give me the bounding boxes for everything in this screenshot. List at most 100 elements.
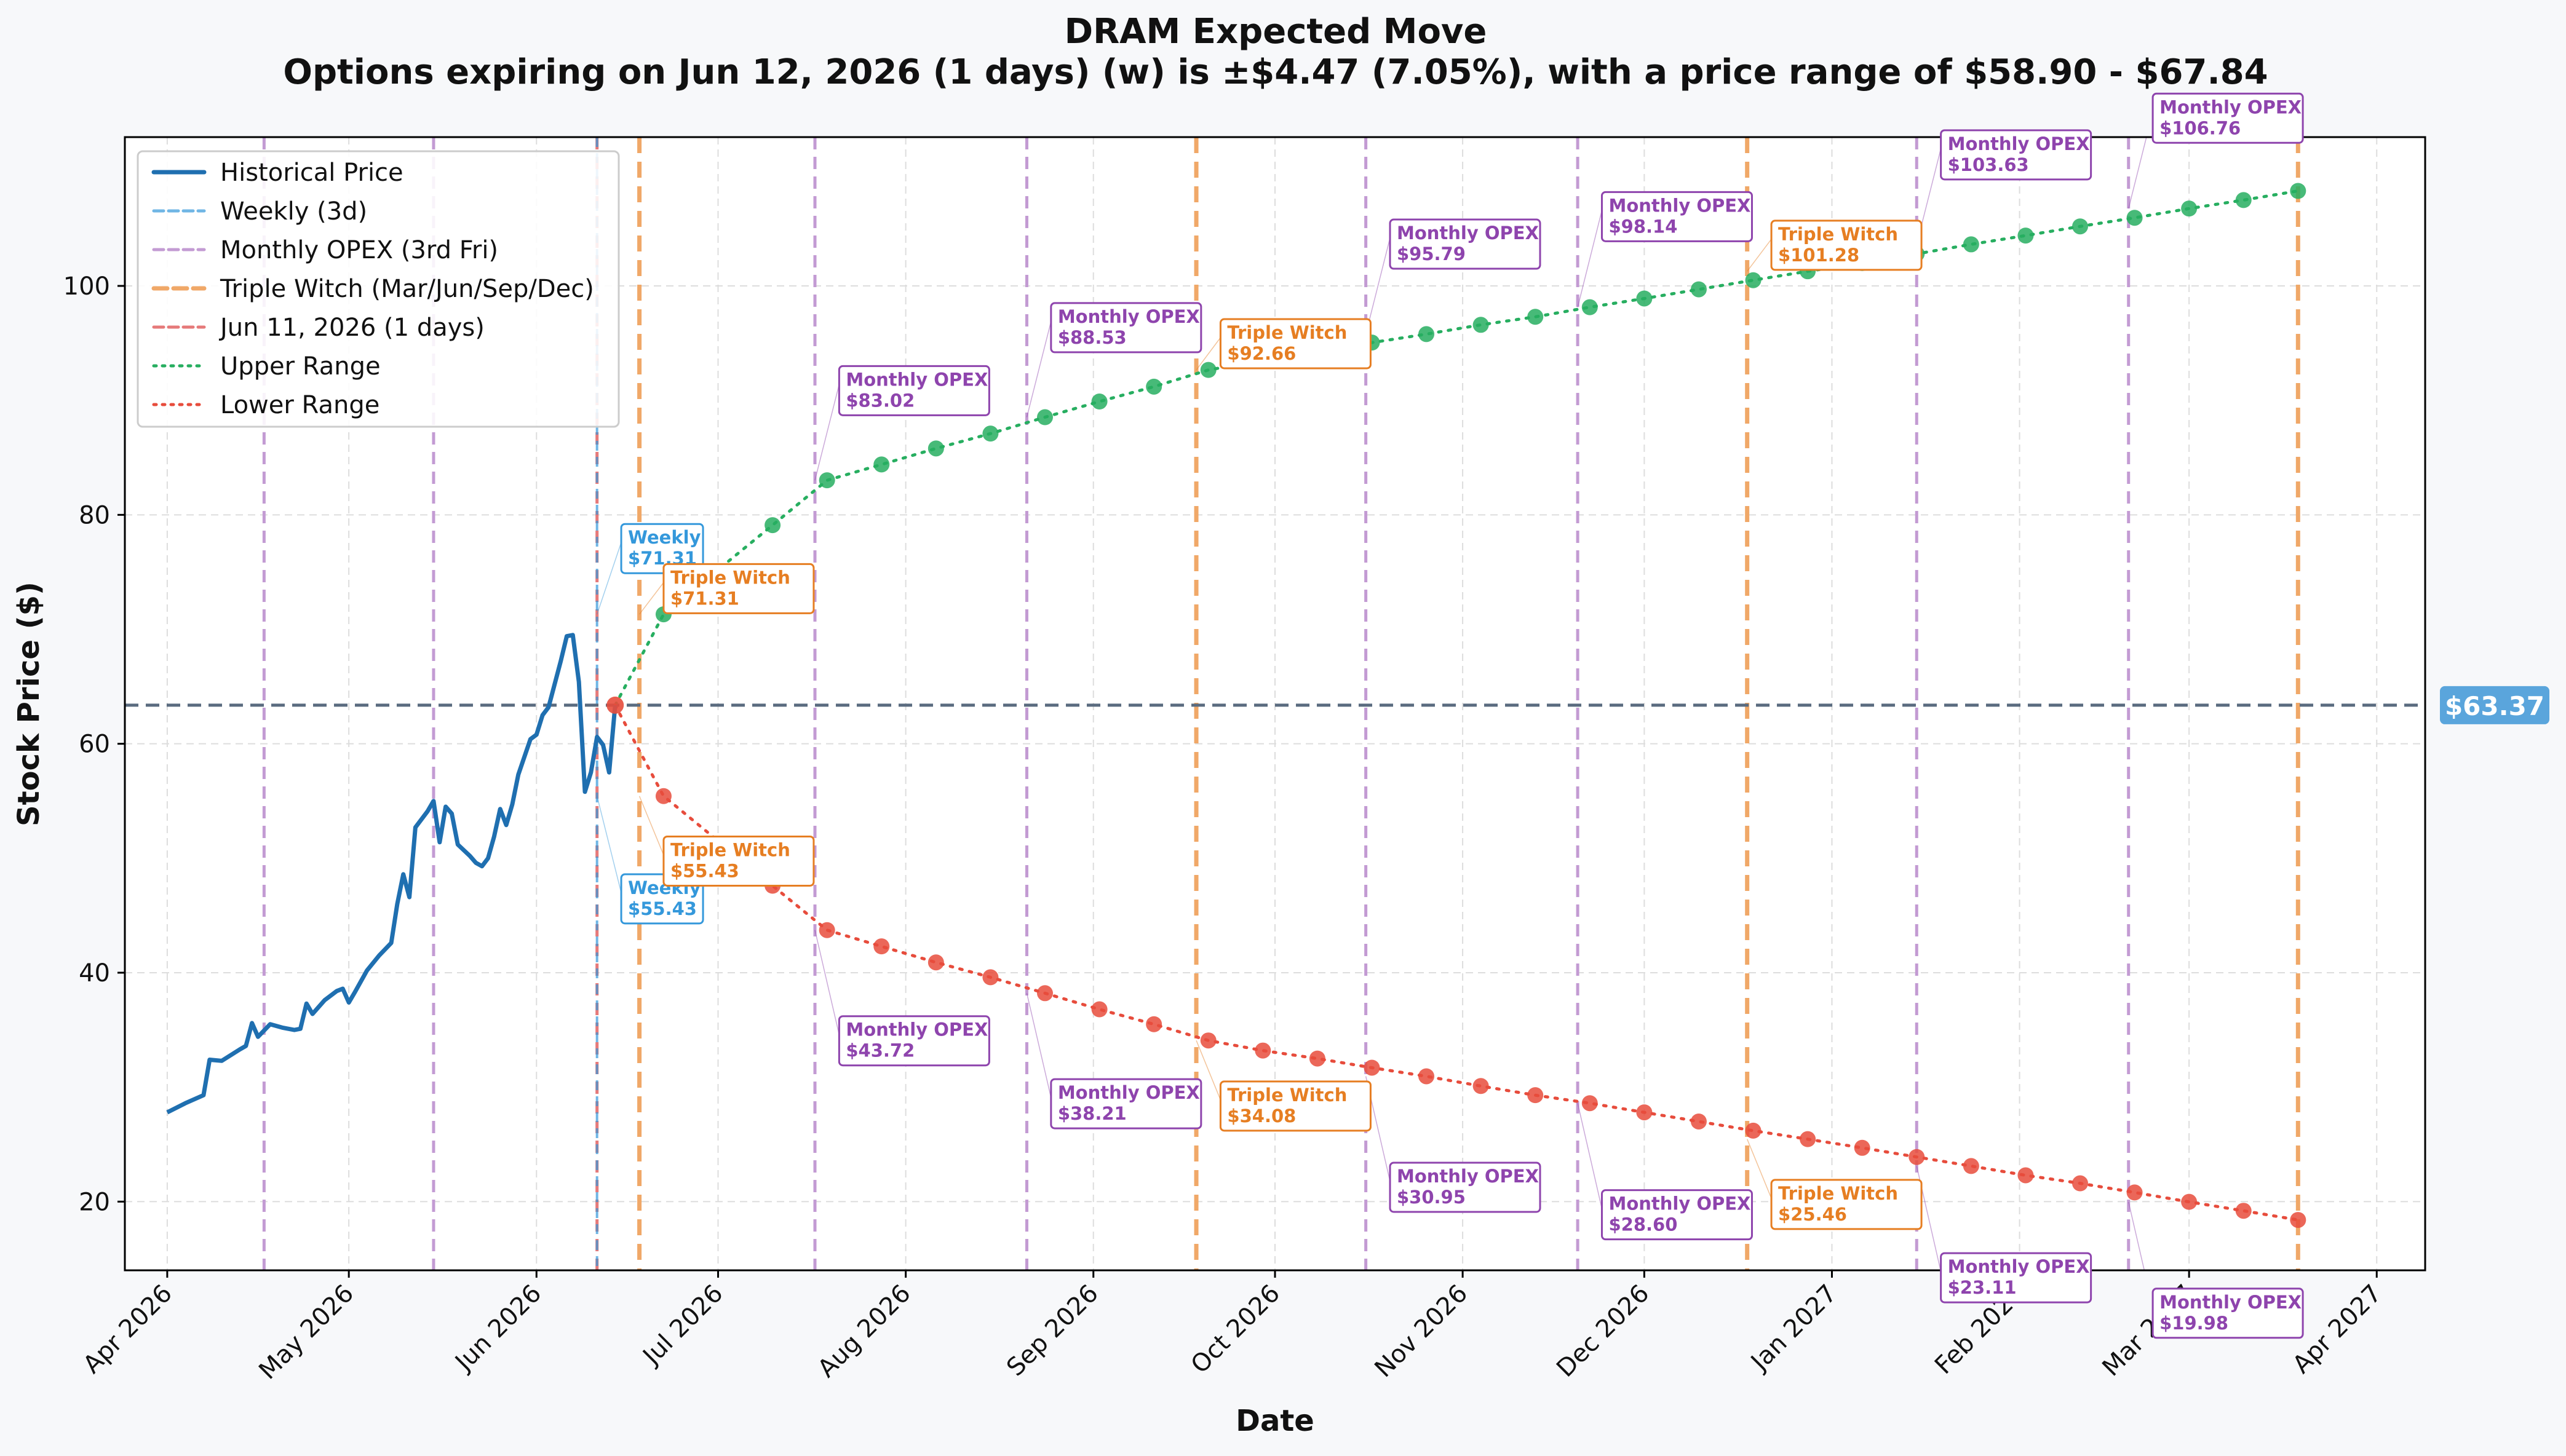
annotation-box-monthly: Monthly OPEX$19.98 <box>2151 1288 2304 1339</box>
lower-range-point <box>1472 1078 1489 1094</box>
annotation-box-monthly: Monthly OPEX$43.72 <box>838 1015 990 1067</box>
annotation-title: Triple Witch <box>670 839 790 860</box>
lower-range-point <box>873 938 890 955</box>
annotation-connector <box>1577 210 1603 307</box>
annotation-title: Monthly OPEX <box>846 369 988 390</box>
annotation-connector <box>814 384 840 481</box>
y-tick-label: 60 <box>79 730 110 759</box>
annotation-frame <box>1940 129 2092 181</box>
annotation-connector <box>596 796 622 893</box>
historical-price-line <box>166 633 618 1115</box>
annotation-title: Monthly OPEX <box>1058 1082 1200 1103</box>
lower-range-point <box>1909 1149 1925 1165</box>
lower-range-point <box>1037 985 1053 1002</box>
upper-range-point <box>2017 228 2034 244</box>
annotation-value: $28.60 <box>1608 1214 1677 1235</box>
annotation-frame <box>662 835 815 887</box>
annotation-value: $101.28 <box>1778 245 1859 266</box>
annotation-box-triple: Triple Witch$25.46 <box>1770 1179 1923 1230</box>
legend-label-triple: Triple Witch (Mar/Jun/Sep/Dec) <box>220 275 594 303</box>
annotation-frame <box>1940 1252 2092 1304</box>
annotation-value: $19.98 <box>2159 1313 2228 1334</box>
lower-range-point <box>2181 1193 2198 1210</box>
lower-range-point <box>819 922 835 938</box>
upper-range-point <box>2290 183 2306 199</box>
lower-range-point <box>1800 1131 1816 1147</box>
annotation-connector <box>1196 1040 1221 1101</box>
upper-range-point <box>1037 409 1053 425</box>
annotation-connector <box>638 796 664 855</box>
annotation-connector <box>1026 321 1052 417</box>
annotation-connector <box>638 582 664 615</box>
annotation-title: Monthly OPEX <box>2159 1292 2302 1313</box>
annotation-connector <box>814 930 840 1035</box>
annotation-value: $23.11 <box>1948 1277 2017 1298</box>
current-price-point <box>606 696 624 714</box>
lower-range-point <box>2290 1212 2306 1228</box>
lower-range-point <box>1636 1104 1653 1121</box>
annotation-value: $30.95 <box>1397 1187 1466 1208</box>
lower-range-point <box>1255 1042 1271 1059</box>
y-axis-label: Stock Price ($) <box>12 582 46 826</box>
upper-range-point <box>982 425 999 442</box>
lower-range-point <box>2017 1167 2034 1184</box>
annotation-value: $71.31 <box>670 588 739 609</box>
annotation-frame <box>838 365 990 416</box>
lower-range-point <box>2126 1184 2143 1201</box>
annotation-connector <box>1365 237 1391 334</box>
annotation-box-triple: Triple Witch$55.43 <box>662 835 815 887</box>
annotation-value: $55.43 <box>670 860 739 881</box>
annotation-box-monthly: Monthly OPEX$88.53 <box>1050 302 1202 354</box>
upper-range-point <box>1963 236 1979 253</box>
upper-range-point <box>1418 326 1435 342</box>
annotation-connector <box>596 542 622 615</box>
annotation-frame <box>620 523 704 574</box>
annotation-box-monthly: Monthly OPEX$95.79 <box>1389 218 1541 270</box>
annotation-value: $43.72 <box>846 1040 915 1061</box>
lower-range-point <box>1309 1050 1325 1067</box>
upper-range-point <box>1200 362 1217 378</box>
y-tick-label: 100 <box>63 272 110 301</box>
lower-range-point <box>1364 1059 1380 1076</box>
annotation-value: $55.43 <box>628 898 697 919</box>
upper-range-point <box>1745 272 1762 288</box>
annotation-title: Monthly OPEX <box>1058 306 1200 327</box>
upper-range-point <box>873 456 890 473</box>
lower-range-point <box>655 788 672 804</box>
upper-range-point <box>1091 394 1108 410</box>
annotation-connector <box>1746 1139 1772 1199</box>
legend-label-weekly: Weekly (3d) <box>220 197 367 226</box>
upper-range-point <box>927 440 944 457</box>
annotation-title: Triple Witch <box>1227 1085 1347 1106</box>
upper-range-point <box>2235 192 2252 208</box>
lower-range-point <box>1745 1122 1762 1139</box>
upper-range-point <box>2126 210 2143 226</box>
upper-range-point <box>1527 309 1544 325</box>
annotation-frame <box>1770 220 1923 271</box>
lower-range-point <box>1963 1158 1979 1174</box>
annotation-frame <box>1050 302 1202 354</box>
legend-label-lower: Lower Range <box>220 391 379 419</box>
annotation-value: $25.46 <box>1778 1204 1847 1225</box>
annotation-value: $98.14 <box>1608 216 1677 237</box>
annotation-box-monthly: Monthly OPEX$28.60 <box>1600 1189 1753 1241</box>
annotation-value: $103.63 <box>1948 154 2029 175</box>
legend-label-upper: Upper Range <box>220 352 381 381</box>
annotation-value: $38.21 <box>1058 1103 1127 1124</box>
annotation-box-triple: Triple Witch$101.28 <box>1770 220 1923 271</box>
annotation-value: $106.76 <box>2159 117 2241 138</box>
lower-range-point <box>982 969 999 986</box>
upper-range-point <box>2072 218 2088 235</box>
annotation-box-triple: Triple Witch$92.66 <box>1219 318 1372 370</box>
annotation-value: $92.66 <box>1227 343 1296 364</box>
annotation-value: $95.79 <box>1397 243 1466 264</box>
annotation-title: Monthly OPEX <box>1608 195 1750 216</box>
annotation-title: Monthly OPEX <box>1948 133 2090 154</box>
y-tick-label: 40 <box>79 959 110 987</box>
upper-range-point <box>1146 378 1162 395</box>
annotation-frame <box>838 1015 990 1067</box>
annotation-title: Monthly OPEX <box>1948 1256 2090 1277</box>
annotation-frame <box>2151 92 2304 144</box>
lower-range-point <box>1091 1001 1108 1018</box>
annotation-frame <box>1219 1080 1372 1132</box>
